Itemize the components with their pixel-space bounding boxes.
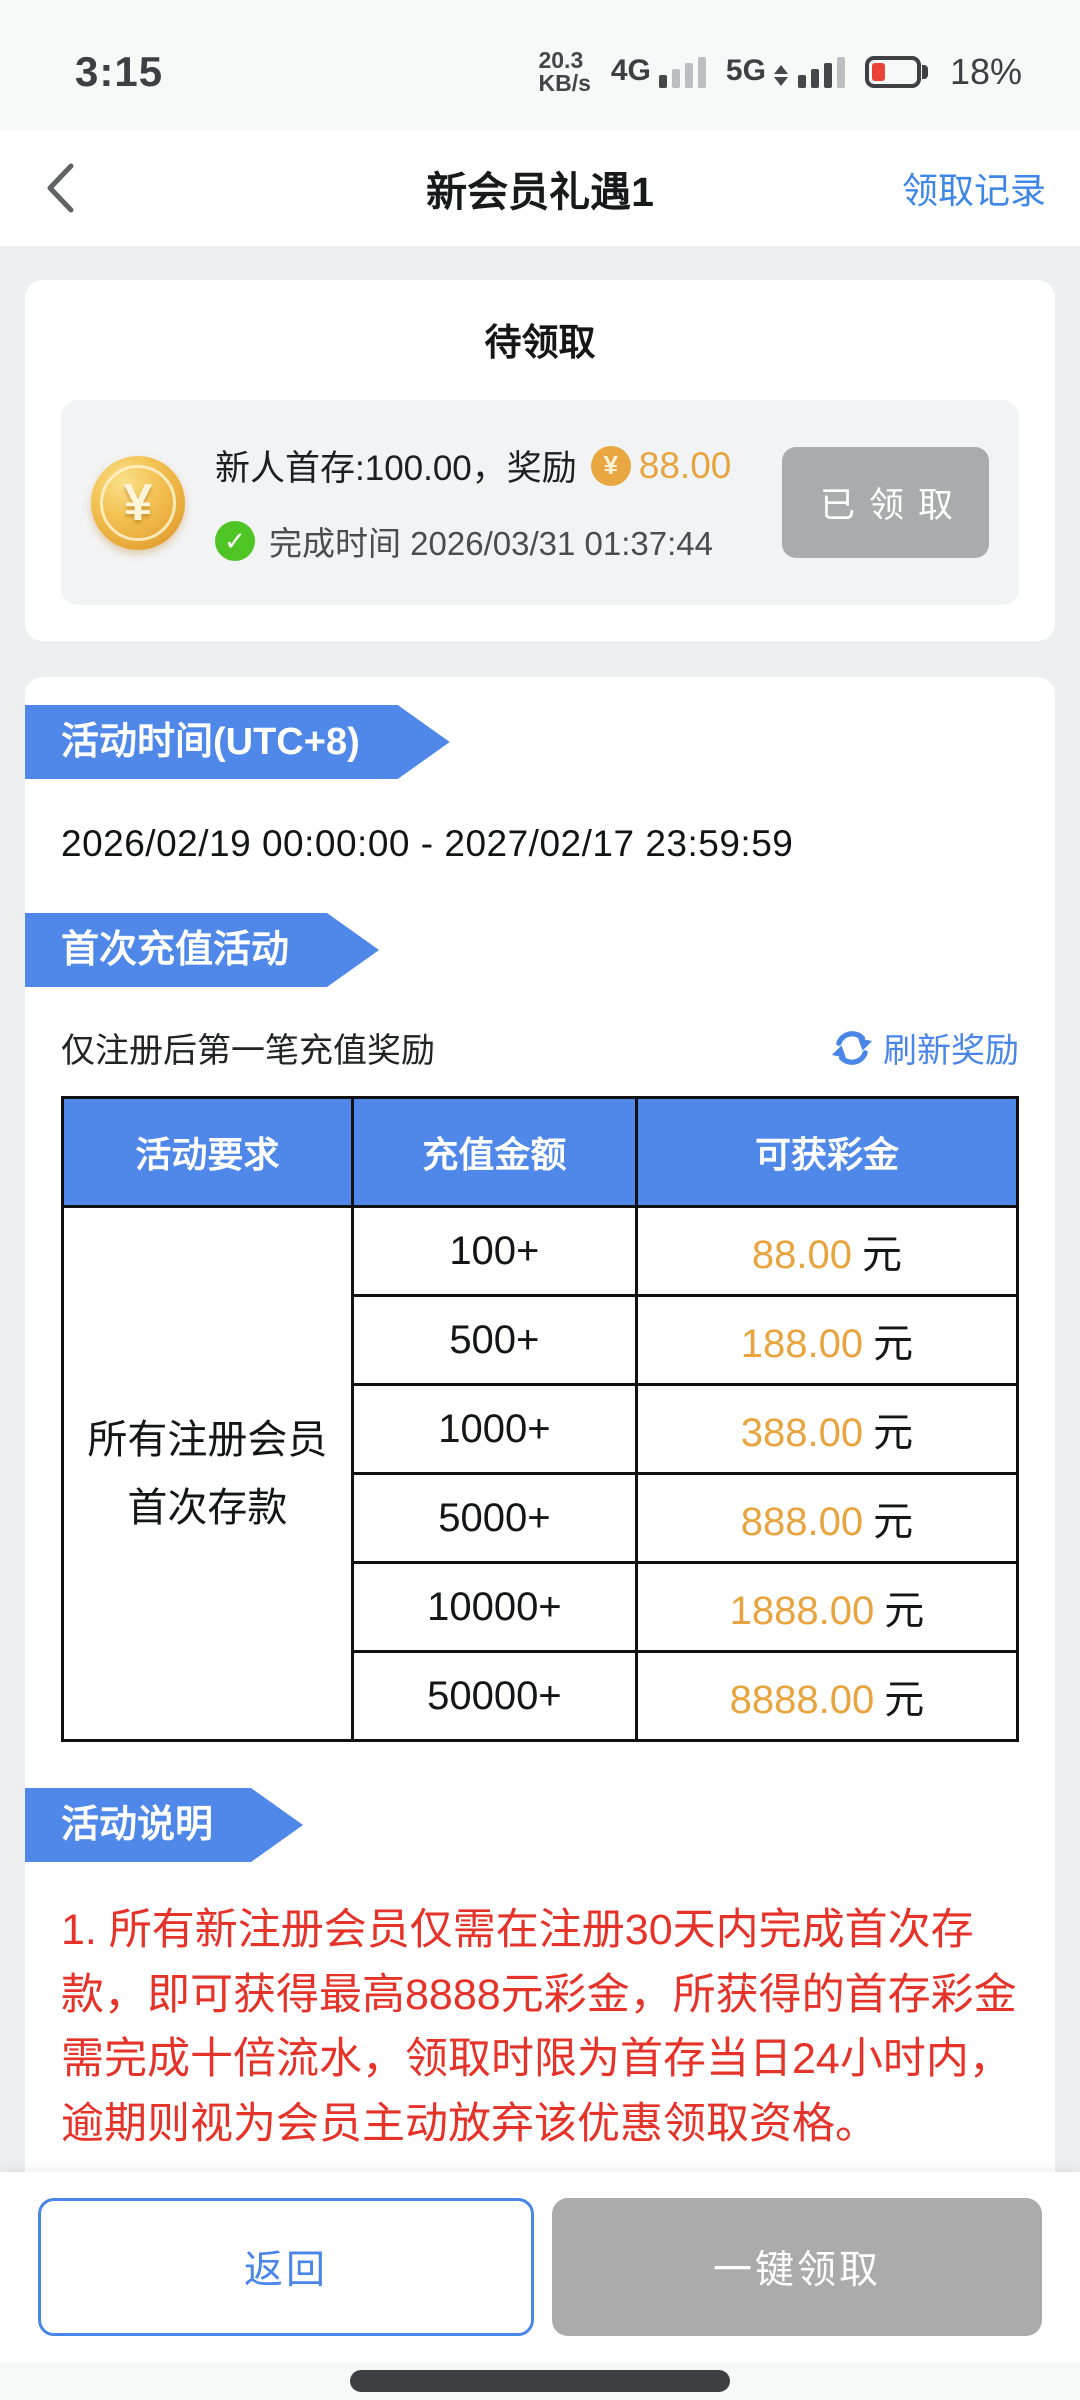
activity-time-banner: 活动时间(UTC+8) [25,705,450,779]
navbar: 新会员礼遇1 领取记录 [0,130,1080,248]
network-speed-unit: KB/s [538,70,591,96]
rule-text: 1. 所有新注册会员仅需在注册30天内完成首次存款，即可获得最高8888元彩金，… [61,1906,1017,2148]
battery-percent: 18% [949,51,1022,92]
deposit-cell: 100+ [350,1205,638,1297]
requirement-line1: 所有注册会员 [87,1417,328,1462]
signal-bars-4g-icon [658,57,706,88]
status-indicators: 20.3 KB/s 4G 5G 18% [538,46,1022,96]
claimed-button[interactable]: 已领取 [781,447,989,558]
deposit-cell: 50000+ [350,1650,638,1742]
signal-4g: 4G [611,56,706,88]
table-row: 5000+ 888.00 元 [63,1472,1020,1564]
network-speed-value: 20.3 [538,46,584,73]
reward-prefix: 新人首存:100.00，奖励 [215,449,577,488]
bonus-amount: 188.00 [740,1322,864,1366]
refresh-icon [831,1030,873,1065]
claim-all-button[interactable]: 一键领取 [552,2198,1042,2336]
return-button[interactable]: 返回 [38,2198,534,2336]
deposit-cell: 5000+ [350,1472,638,1564]
table-row: 1000+ 388.00 元 [63,1383,1020,1475]
bonus-cell: 8888.00 元 [634,1650,1020,1742]
signal-5g: 5G [726,56,845,88]
network-speed: 20.3 KB/s [538,46,591,96]
deposit-cell: 1000+ [350,1383,638,1475]
bonus-amount: 8888.00 [729,1678,875,1722]
table-row: 所有注册会员 首次存款 100+ 88.00 元 [61,1205,1020,1742]
header-requirement: 活动要求 [61,1096,354,1208]
requirement-cell: 所有注册会员 首次存款 [61,1205,354,1742]
data-updown-arrows-icon [773,65,788,86]
activity-date-range: 2026/02/19 00:00:00 - 2027/02/17 23:59:5… [61,823,794,864]
bonus-amount: 88.00 [751,1233,853,1277]
pending-claim-title: 待领取 [484,322,596,363]
gesture-area [0,2362,1080,2400]
bonus-unit: 元 [873,1411,914,1455]
bonus-cell: 388.00 元 [634,1383,1020,1475]
claim-info: 新人首存:100.00，奖励 ¥ 88.00 ✓ 完成时间 2026/03/31… [215,440,731,565]
bonus-cell: 88.00 元 [634,1205,1020,1297]
status-bar: 3:15 20.3 KB/s 4G 5G 18% [0,0,1080,130]
refresh-rewards-button[interactable]: 刷新奖励 [831,1023,1019,1072]
first-deposit-note: 仅注册后第一笔充值奖励 [61,1032,435,1070]
bonus-table: 活动要求 充值金额 可获彩金 所有注册会员 首次存款 100+ 88.00 元 5… [61,1096,1020,1742]
battery-icon [864,56,928,88]
complete-time-line: ✓ 完成时间 2026/03/31 01:37:44 [215,517,731,565]
bonus-cell: 888.00 元 [634,1472,1020,1564]
complete-time: 完成时间 2026/03/31 01:37:44 [269,525,713,562]
pending-claim-card: 待领取 ¥ 新人首存:100.00，奖励 ¥ 88.00 ✓ 完成时间 2026… [25,280,1055,641]
deposit-cell: 10000+ [350,1561,638,1653]
bonus-unit: 元 [873,1500,914,1544]
signal-bars-5g-icon [797,57,845,88]
page-title: 新会员礼遇1 [426,169,654,215]
requirement-line2: 首次存款 [127,1485,288,1530]
table-header-row: 活动要求 充值金额 可获彩金 [61,1096,1020,1208]
bonus-unit: 元 [884,1589,925,1633]
claim-records-link[interactable]: 领取记录 [901,170,1046,211]
claim-item: ¥ 新人首存:100.00，奖励 ¥ 88.00 ✓ 完成时间 2026/03/… [61,400,1019,605]
network-type-4g-label: 4G [610,54,651,87]
bonus-unit: 元 [873,1322,914,1366]
network-type-5g-label: 5G [725,54,766,87]
yuan-symbol: ¥ [603,450,619,480]
gold-coin-icon: ¥ [91,455,185,550]
header-deposit: 充值金额 [350,1096,638,1208]
header-bonus: 可获彩金 [634,1096,1020,1208]
bottom-action-bar: 返回 一键领取 [0,2172,1080,2362]
refresh-label: 刷新奖励 [883,1032,1019,1070]
first-deposit-banner: 首次充值活动 [25,913,379,987]
table-row: 50000+ 8888.00 元 [63,1650,1020,1742]
table-row: 500+ 188.00 元 [63,1294,1020,1386]
table-row: 10000+ 1888.00 元 [63,1561,1020,1653]
first-deposit-note-row: 仅注册后第一笔充值奖励 刷新奖励 [61,1023,1019,1072]
clock: 3:15 [75,48,164,95]
chevron-left-icon [47,163,74,213]
reward-line: 新人首存:100.00，奖励 ¥ 88.00 [215,440,731,491]
bonus-unit: 元 [884,1678,925,1722]
description-banner: 活动说明 [25,1788,303,1862]
check-circle-icon: ✓ [215,521,255,561]
back-button[interactable] [30,153,90,223]
reward-coin-icon: ¥ [590,445,631,486]
yuan-symbol: ¥ [123,473,153,532]
bonus-unit: 元 [862,1233,903,1277]
bonus-cell: 188.00 元 [634,1294,1020,1386]
bonus-amount: 888.00 [740,1500,864,1544]
home-indicator[interactable] [350,2370,730,2392]
bonus-cell: 1888.00 元 [634,1561,1020,1653]
promo-details-card: 活动时间(UTC+8) 2026/02/19 00:00:00 - 2027/0… [25,677,1055,2338]
bonus-amount: 1888.00 [729,1589,875,1633]
deposit-cell: 500+ [350,1294,638,1386]
bonus-amount: 388.00 [740,1411,864,1455]
reward-amount: 88.00 [638,444,732,486]
